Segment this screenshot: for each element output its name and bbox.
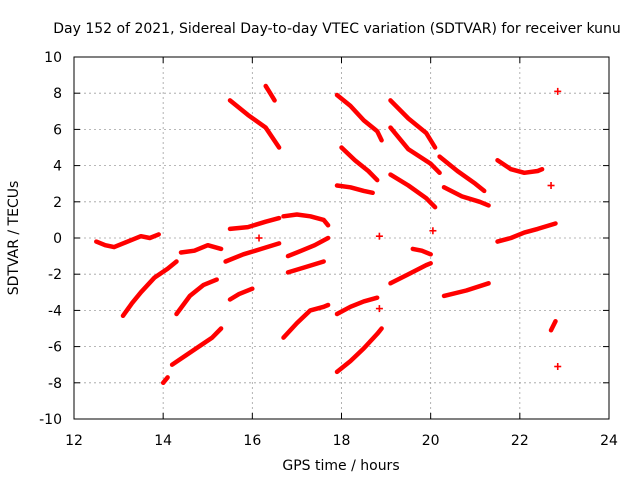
y-tick-label: 6 [53,122,62,138]
data-arc-s26 [388,261,433,286]
data-arc-s9 [223,241,282,264]
data-arc-s10 [227,215,282,232]
y-tick-label: -4 [48,303,62,319]
data-point-isolated [554,363,562,371]
data-arc-s7 [227,98,282,150]
x-tick-label: 12 [65,433,83,449]
data-arc-s11 [281,212,331,228]
data-arc-s1 [94,232,161,250]
data-point-isolated [375,232,383,240]
grid [74,57,609,419]
plot-frame [73,56,610,420]
data-arc-s29 [495,157,545,176]
data-arc-s21 [388,98,438,150]
y-tick-label: 0 [53,231,62,247]
data-arc-s2 [120,259,179,319]
data-arc-s5 [174,277,219,317]
x-tick-label: 14 [154,433,172,449]
y-tick-label: 10 [44,50,62,66]
data-arc-s22 [388,125,442,176]
y-axis-label: SDTVAR / TECUs [6,181,22,296]
data-arc-s17 [334,295,380,317]
data-arc-s12 [285,235,331,259]
data-arc-s27 [410,246,433,257]
y-tick-label: 2 [53,195,62,211]
data-point-isolated [255,234,263,242]
y-tick-label: 4 [53,159,62,175]
data-point-isolated [554,87,562,95]
x-tick-label: 24 [600,433,618,449]
data-arc-s16 [334,326,384,375]
x-axis-label: GPS time / hours [282,458,399,474]
y-tick-label: -6 [48,340,62,356]
data-arc-s19 [339,145,380,183]
y-tick-label: -10 [39,412,62,428]
data-arc-s24 [437,154,487,194]
data-arc-s28 [441,281,491,299]
data-arc-s20 [334,183,375,196]
data-arc-s8 [263,83,277,103]
data-point-isolated [429,227,437,235]
x-tick-label: 16 [243,433,261,449]
chart-title: Day 152 of 2021, Sidereal Day-to-day VTE… [53,21,621,37]
data-arc-s18 [334,92,384,143]
data-point-isolated [375,305,383,313]
y-tick-label: 8 [53,86,62,102]
x-tick-label: 22 [511,433,529,449]
data-arc-s4 [169,326,224,367]
data-arc-s23 [388,172,438,210]
data-point-isolated [547,182,555,190]
data-arc-s30 [495,221,558,244]
x-tick-label: 18 [333,433,351,449]
data-arc-s25 [441,185,491,208]
data-arc-s13 [285,259,326,275]
data-points [94,83,562,386]
data-arc-s31 [548,319,558,333]
y-tick-label: -2 [48,267,62,283]
y-tick-label: -8 [48,376,62,392]
data-arc-s3 [160,375,170,386]
data-arc-s15 [281,302,331,340]
data-arc-s14 [227,286,255,302]
x-tick-label: 20 [422,433,440,449]
data-arc-s6 [178,242,224,255]
